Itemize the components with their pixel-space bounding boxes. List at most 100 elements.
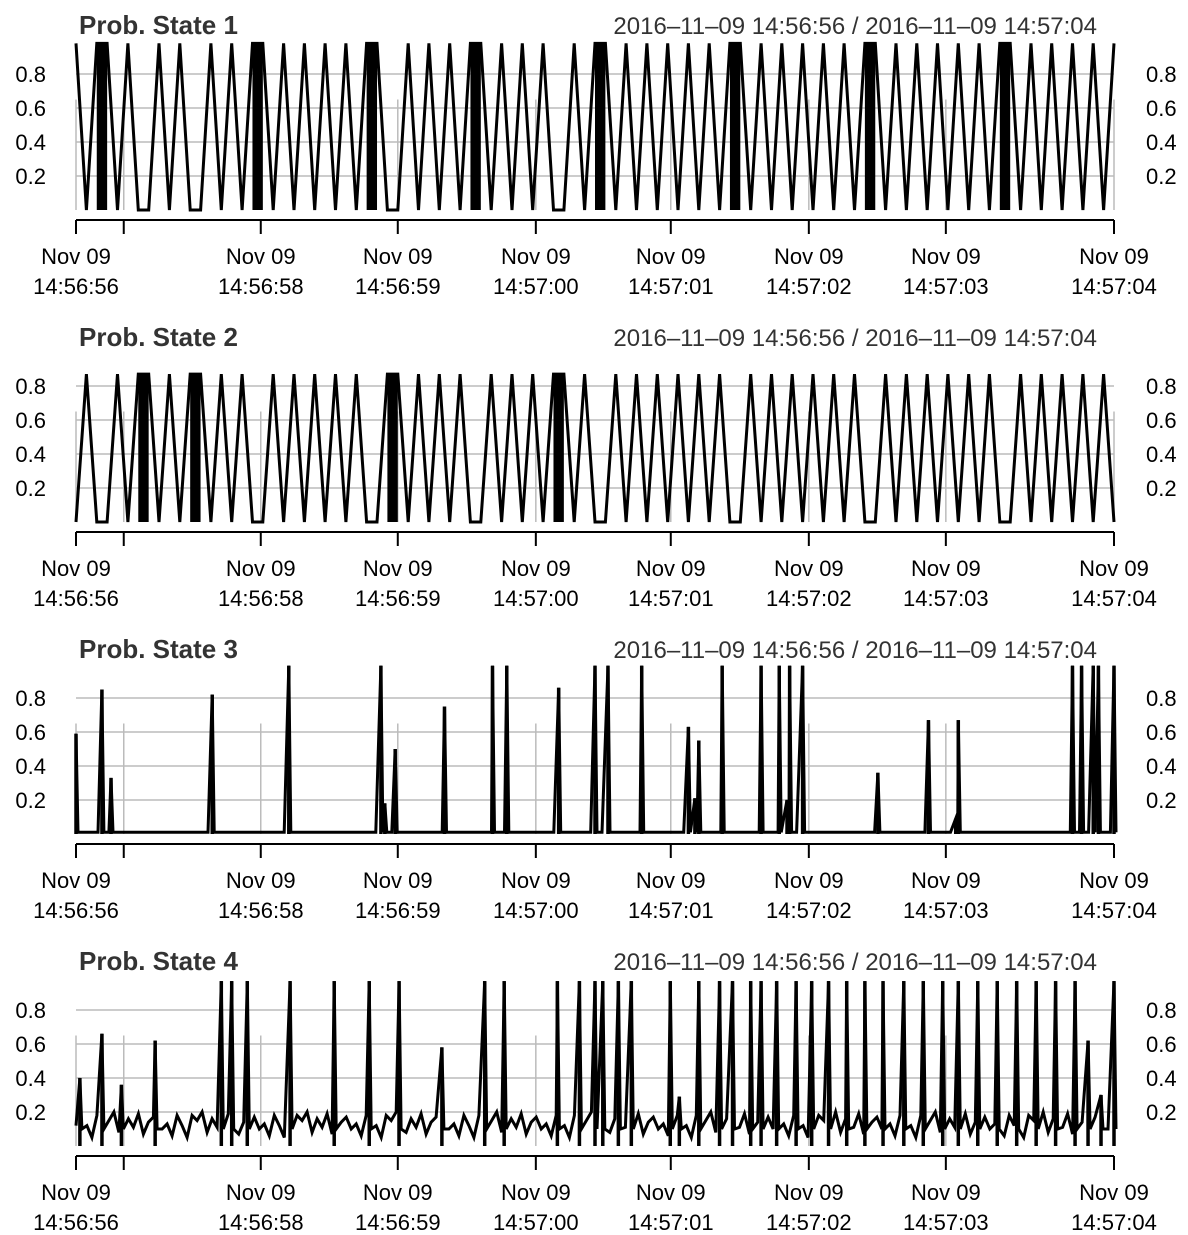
x-tick-label-time: 14:57:03	[903, 1210, 989, 1235]
x-tick-label-date: Nov 09	[226, 244, 296, 269]
x-tick-label-time: 14:57:02	[766, 586, 852, 611]
y-tick-label-left: 0.6	[15, 720, 46, 745]
x-tick-label-date: Nov 09	[41, 1180, 111, 1205]
x-tick-label-date: Nov 09	[501, 556, 571, 581]
y-tick-label-right: 0.8	[1146, 62, 1177, 87]
series-line	[74, 665, 1118, 834]
y-tick-label-right: 0.8	[1146, 998, 1177, 1023]
x-tick-label-time: 14:57:02	[766, 274, 852, 299]
x-tick-label-date: Nov 09	[911, 1180, 981, 1205]
x-tick-label-time: 14:57:02	[766, 898, 852, 923]
y-tick-label-left: 0.6	[15, 408, 46, 433]
y-tick-label-right: 0.2	[1146, 476, 1177, 501]
panel-date-range: 2016–11–09 14:56:56 / 2016–11–09 14:57:0…	[613, 949, 1097, 976]
x-tick-label-time: 14:57:04	[1071, 586, 1157, 611]
x-tick-label-date: Nov 09	[636, 868, 706, 893]
x-tick-label-date: Nov 09	[41, 244, 111, 269]
series-band	[252, 43, 263, 211]
y-tick-label-left: 0.8	[15, 62, 46, 87]
x-tick-label-time: 14:56:56	[33, 898, 119, 923]
y-tick-label-left: 0.2	[15, 1100, 46, 1125]
x-tick-label-time: 14:56:56	[33, 1210, 119, 1235]
chart-panel-1: Prob. State 1 2016–11–09 14:56:56 / 2016–…	[15, 10, 1176, 299]
y-tick-label-left: 0.2	[15, 476, 46, 501]
y-tick-label-left: 0.8	[15, 686, 46, 711]
x-tick-label-date: Nov 09	[501, 244, 571, 269]
y-tick-label-right: 0.8	[1146, 374, 1177, 399]
panel-date-range: 2016–11–09 14:56:56 / 2016–11–09 14:57:0…	[613, 637, 1097, 664]
chart-panel-4: Prob. State 4 2016–11–09 14:56:56 / 2016–…	[15, 946, 1176, 1235]
y-tick-label-left: 0.4	[15, 1066, 46, 1091]
x-tick-label-time: 14:57:04	[1071, 898, 1157, 923]
y-tick-label-right: 0.2	[1146, 788, 1177, 813]
series-band	[864, 43, 876, 211]
x-tick-label-date: Nov 09	[774, 556, 844, 581]
series-band	[729, 43, 741, 211]
panel-title: Prob. State 3	[79, 634, 238, 664]
x-tick-label-time: 14:56:59	[355, 1210, 441, 1235]
series-band	[595, 43, 606, 211]
y-tick-label-right: 0.6	[1146, 1032, 1177, 1057]
y-tick-label-right: 0.4	[1146, 754, 1177, 779]
y-tick-label-left: 0.6	[15, 96, 46, 121]
x-tick-label-date: Nov 09	[226, 556, 296, 581]
x-tick-label-time: 14:57:04	[1071, 1210, 1157, 1235]
y-tick-label-left: 0.8	[15, 374, 46, 399]
y-tick-label-left: 0.2	[15, 164, 46, 189]
x-tick-label-time: 14:57:01	[628, 274, 714, 299]
x-tick-label-date: Nov 09	[774, 1180, 844, 1205]
x-tick-label-date: Nov 09	[41, 868, 111, 893]
x-tick-label-date: Nov 09	[1079, 868, 1149, 893]
x-tick-label-date: Nov 09	[226, 868, 296, 893]
y-tick-label-left: 0.2	[15, 788, 46, 813]
panel-date-range: 2016–11–09 14:56:56 / 2016–11–09 14:57:0…	[613, 325, 1097, 352]
x-tick-label-time: 14:57:00	[493, 898, 579, 923]
y-tick-label-right: 0.4	[1146, 130, 1177, 155]
y-tick-label-left: 0.4	[15, 442, 46, 467]
x-tick-label-date: Nov 09	[774, 244, 844, 269]
x-tick-label-date: Nov 09	[911, 868, 981, 893]
x-tick-label-date: Nov 09	[774, 868, 844, 893]
x-tick-label-time: 14:56:58	[218, 586, 304, 611]
chart-panel-3: Prob. State 3 2016–11–09 14:56:56 / 2016–…	[15, 634, 1176, 923]
x-tick-label-date: Nov 09	[1079, 556, 1149, 581]
x-tick-label-time: 14:56:56	[33, 274, 119, 299]
x-tick-label-time: 14:56:56	[33, 586, 119, 611]
x-tick-label-date: Nov 09	[911, 244, 981, 269]
x-tick-label-time: 14:57:04	[1071, 274, 1157, 299]
x-tick-label-date: Nov 09	[501, 868, 571, 893]
x-tick-label-time: 14:57:01	[628, 898, 714, 923]
x-tick-label-date: Nov 09	[363, 244, 433, 269]
x-tick-label-time: 14:56:59	[355, 898, 441, 923]
series-band	[190, 374, 201, 522]
x-tick-label-time: 14:57:01	[628, 1210, 714, 1235]
panel-title: Prob. State 4	[79, 946, 238, 976]
y-tick-label-right: 0.4	[1146, 1066, 1177, 1091]
x-tick-label-time: 14:57:01	[628, 586, 714, 611]
x-tick-label-date: Nov 09	[41, 556, 111, 581]
y-tick-label-left: 0.4	[15, 754, 46, 779]
y-tick-label-right: 0.6	[1146, 720, 1177, 745]
x-tick-label-time: 14:57:03	[903, 274, 989, 299]
y-tick-label-right: 0.4	[1146, 442, 1177, 467]
y-tick-label-left: 0.8	[15, 998, 46, 1023]
x-tick-label-time: 14:57:02	[766, 1210, 852, 1235]
chart-panel-2: Prob. State 2 2016–11–09 14:56:56 / 2016–…	[15, 322, 1176, 611]
series-band	[138, 374, 149, 522]
panel-title: Prob. State 1	[79, 10, 238, 40]
series-band	[999, 43, 1011, 211]
x-tick-label-date: Nov 09	[363, 868, 433, 893]
x-tick-label-time: 14:57:03	[903, 898, 989, 923]
x-tick-label-date: Nov 09	[636, 556, 706, 581]
x-tick-label-time: 14:56:58	[218, 1210, 304, 1235]
x-tick-label-date: Nov 09	[363, 1180, 433, 1205]
series-line	[74, 372, 1116, 524]
series-band	[366, 43, 378, 211]
x-tick-label-time: 14:57:03	[903, 586, 989, 611]
x-tick-label-time: 14:57:00	[493, 586, 579, 611]
x-tick-label-date: Nov 09	[1079, 244, 1149, 269]
y-tick-label-right: 0.2	[1146, 164, 1177, 189]
x-tick-label-date: Nov 09	[363, 556, 433, 581]
x-tick-label-date: Nov 09	[911, 556, 981, 581]
